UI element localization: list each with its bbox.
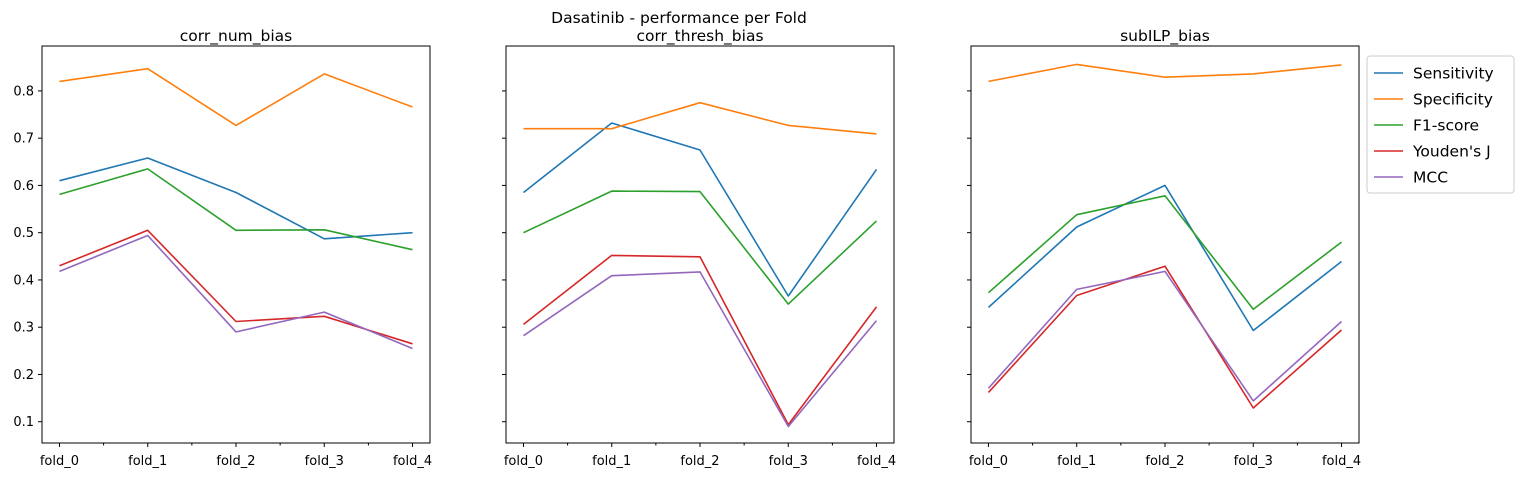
panel-title: corr_num_bias bbox=[180, 27, 292, 46]
x-tick-label: fold_4 bbox=[1322, 454, 1361, 469]
x-tick-label: fold_1 bbox=[128, 454, 167, 469]
y-tick-label: 0.1 bbox=[13, 415, 34, 430]
series-line-f1-score bbox=[987, 195, 1342, 311]
series-line-sensitivity bbox=[987, 184, 1342, 332]
legend-entry-f1-score: F1-score bbox=[1374, 117, 1479, 135]
series-line-sensitivity bbox=[59, 157, 413, 240]
panel-subilp-bias: subILP_bias fold_0 fold_1 fold_2 fold_3 fold_… bbox=[967, 27, 1361, 469]
y-tick-label: 0.2 bbox=[13, 368, 34, 383]
series-line-mcc bbox=[987, 270, 1343, 402]
series-line-youden-s-j bbox=[59, 229, 413, 345]
plot-frame bbox=[505, 45, 895, 444]
series-line-sensitivity bbox=[523, 122, 878, 297]
series-line-mcc bbox=[59, 234, 413, 350]
x-tick-label: fold_1 bbox=[1057, 454, 1096, 469]
legend-label: MCC bbox=[1413, 169, 1448, 187]
plot-frame bbox=[970, 45, 1360, 444]
panels: corr_num_bias 0.1 0.2 0.3 0.4 0.5 0.6 0.7 0.8 fol… bbox=[13, 27, 1361, 469]
legend: Sensitivity Specificity F1-score Youden's J… bbox=[1366, 55, 1515, 194]
x-tick-label: fold_1 bbox=[592, 454, 631, 469]
series-line-specificity bbox=[523, 101, 877, 135]
x-tick-label: fold_2 bbox=[1145, 454, 1184, 469]
x-tick-label: fold_3 bbox=[305, 454, 344, 469]
legend-label: Sensitivity bbox=[1413, 65, 1494, 83]
legend-entry-specificity: Specificity bbox=[1374, 91, 1493, 109]
series-line-specificity bbox=[988, 63, 1342, 83]
legend-frame bbox=[1366, 55, 1515, 194]
series-line-f1-score bbox=[59, 168, 413, 251]
x-tick-label: fold_4 bbox=[393, 454, 432, 469]
legend-label: Youden's J bbox=[1412, 143, 1491, 161]
panel-corr-thresh-bias: corr_thresh_bias fold_0 fold_1 fold_2 fold_3… bbox=[502, 27, 896, 469]
x-tick-label: fold_3 bbox=[1234, 454, 1273, 469]
series-line-f1-score bbox=[523, 190, 878, 305]
chart-suptitle: Dasatinib - performance per Fold bbox=[551, 9, 807, 27]
legend-entry-sensitivity: Sensitivity bbox=[1374, 65, 1494, 83]
y-tick-label: 0.6 bbox=[13, 179, 34, 194]
y-tick-label: 0.5 bbox=[13, 226, 34, 241]
plot-frame bbox=[41, 45, 431, 444]
x-tick-label: fold_4 bbox=[857, 454, 896, 469]
y-tick-label: 0.4 bbox=[13, 273, 34, 288]
x-tick-label: fold_2 bbox=[216, 454, 255, 469]
legend-label: Specificity bbox=[1413, 91, 1493, 109]
y-tick-label: 0.7 bbox=[13, 132, 34, 147]
series-line-youden-s-j bbox=[987, 265, 1343, 409]
legend-label: F1-score bbox=[1413, 117, 1479, 135]
y-tick-label: 0.8 bbox=[13, 84, 34, 99]
x-tick-label: fold_0 bbox=[40, 454, 79, 469]
panel-title: subILP_bias bbox=[1120, 27, 1210, 46]
panel-corr-num-bias: corr_num_bias 0.1 0.2 0.3 0.4 0.5 0.6 0.7 0.8 fol… bbox=[13, 27, 432, 469]
legend-entry-youden-s-j: Youden's J bbox=[1374, 143, 1491, 161]
x-tick-label: fold_2 bbox=[680, 454, 719, 469]
x-tick-label: fold_0 bbox=[969, 454, 1008, 469]
legend-entry-mcc: MCC bbox=[1374, 169, 1448, 187]
x-tick-label: fold_0 bbox=[504, 454, 543, 469]
series-line-mcc bbox=[523, 271, 878, 428]
y-tick-label: 0.3 bbox=[13, 321, 34, 336]
x-tick-label: fold_3 bbox=[769, 454, 808, 469]
panel-title: corr_thresh_bias bbox=[636, 27, 763, 46]
series-line-youden-s-j bbox=[523, 254, 878, 426]
series-line-specificity bbox=[59, 67, 413, 127]
